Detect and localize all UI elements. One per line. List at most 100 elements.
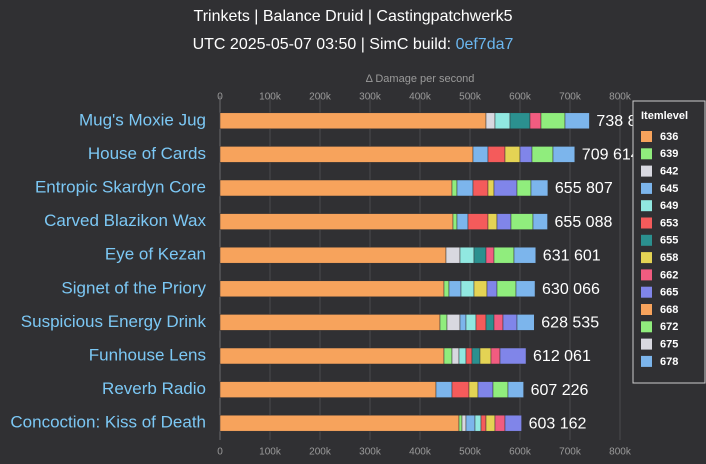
category-label[interactable]: Suspicious Energy Drink (21, 312, 207, 331)
legend-swatch[interactable] (641, 321, 652, 333)
bar-segment (219, 414, 460, 432)
legend-label[interactable]: 639 (660, 148, 678, 160)
bar-segment (493, 246, 515, 264)
bar-segment (529, 112, 542, 130)
legend-swatch[interactable] (641, 182, 652, 194)
category-label[interactable]: Carved Blazikon Wax (44, 211, 206, 230)
bar-segment (458, 414, 463, 432)
bar-segment (219, 246, 447, 264)
bar-segment (494, 112, 511, 130)
legend-label[interactable]: 655 (660, 235, 678, 247)
legend-label[interactable]: 678 (660, 356, 678, 368)
bar-segment (552, 146, 576, 163)
bar-segment (439, 314, 448, 331)
bar-segment (510, 213, 534, 230)
build-link[interactable]: 0ef7da7 (456, 36, 514, 53)
total-label: 612 061 (533, 348, 591, 365)
bar-segment (219, 179, 453, 197)
bar-segment (473, 246, 487, 264)
bar-segment (465, 314, 477, 331)
legend-label[interactable]: 636 (660, 131, 678, 143)
bar-segment (445, 246, 461, 264)
bar-segment (513, 246, 537, 264)
category-label[interactable]: Concoction: Kiss of Death (10, 413, 206, 432)
category-label[interactable]: Signet of the Priory (61, 278, 206, 297)
bar-segment (471, 347, 481, 365)
x-tick-label-bottom: 200k (309, 447, 332, 458)
bar-segment (456, 213, 469, 230)
category-label[interactable]: Mug's Moxie Jug (79, 110, 206, 129)
bar-segment (475, 314, 487, 331)
legend-swatch[interactable] (641, 234, 652, 246)
subtitle-text: UTC 2025-05-07 03:50 | SimC build: (193, 36, 452, 53)
legend-swatch[interactable] (641, 148, 652, 160)
category-label[interactable]: Entropic Skardyn Core (35, 177, 206, 196)
bar-segment (459, 314, 467, 331)
bar-segment (492, 381, 509, 398)
legend-label[interactable]: 675 (660, 339, 678, 351)
bar-segment (219, 381, 437, 398)
bar-segment (468, 381, 479, 398)
bar-segment (493, 314, 504, 331)
legend-swatch[interactable] (641, 217, 652, 229)
bar-segment (496, 280, 517, 298)
legend-label[interactable]: 665 (660, 287, 678, 299)
bar-segment (515, 280, 536, 298)
legend-swatch[interactable] (641, 165, 652, 177)
category-label[interactable]: Reverb Radio (102, 379, 206, 398)
legend-label[interactable]: 668 (660, 304, 678, 316)
legend-label[interactable]: 658 (660, 252, 678, 264)
legend-label[interactable]: 672 (660, 321, 678, 333)
bar-segment (519, 146, 533, 163)
bar-segment (473, 280, 488, 298)
total-label: 655 088 (555, 214, 613, 231)
bar-segment (486, 280, 498, 298)
bar-segment (490, 347, 501, 365)
bar-segment (472, 146, 489, 163)
bar-segment (564, 112, 590, 130)
bar-segment (516, 314, 535, 331)
bar-segment (540, 112, 566, 130)
bar-segment (448, 280, 462, 298)
bar-segment (480, 414, 487, 432)
legend-swatch[interactable] (641, 304, 652, 315)
bar-segment (460, 280, 475, 298)
legend-label[interactable]: 645 (660, 183, 678, 195)
bar-segment (458, 347, 467, 365)
total-label: 628 535 (541, 315, 599, 332)
bar-segment (531, 146, 554, 163)
legend-swatch[interactable] (641, 286, 652, 298)
category-label[interactable]: House of Cards (88, 144, 206, 163)
bar-segment (485, 414, 496, 432)
bar-segment (487, 213, 498, 230)
total-label: 603 162 (529, 415, 587, 432)
legend: Itemlevel 636 639 642 645 649 653 655 658 662 665… (632, 100, 706, 384)
category-label[interactable]: Eye of Kezan (105, 245, 206, 264)
legend-label[interactable]: 642 (660, 166, 678, 178)
bar-segment (485, 314, 495, 331)
bar-segment (451, 381, 470, 398)
legend-swatch[interactable] (641, 131, 652, 142)
bar-segment (461, 414, 467, 432)
bar-segment (474, 414, 482, 432)
legend-swatch[interactable] (641, 355, 652, 367)
legend-swatch[interactable] (641, 200, 652, 212)
total-label: 607 226 (531, 382, 589, 399)
legend-swatch[interactable] (641, 252, 652, 264)
legend-label[interactable]: 662 (660, 269, 678, 281)
axis-title: Δ Damage per second (366, 73, 475, 85)
bar-segment (485, 112, 496, 130)
category-label[interactable]: Funhouse Lens (89, 345, 206, 364)
bar-segment (219, 112, 487, 130)
bar-segment (502, 314, 518, 331)
bar-segment (509, 112, 531, 130)
legend-label[interactable]: 653 (660, 217, 678, 229)
total-label: 709 614 (582, 147, 640, 164)
chart-subtitle: UTC 2025-05-07 03:50 | SimC build: 0ef7d… (193, 36, 514, 53)
legend-swatch[interactable] (641, 269, 652, 281)
legend-label[interactable]: 649 (660, 200, 678, 212)
x-tick-label-top: 100k (259, 92, 282, 103)
legend-swatch[interactable] (641, 338, 652, 350)
